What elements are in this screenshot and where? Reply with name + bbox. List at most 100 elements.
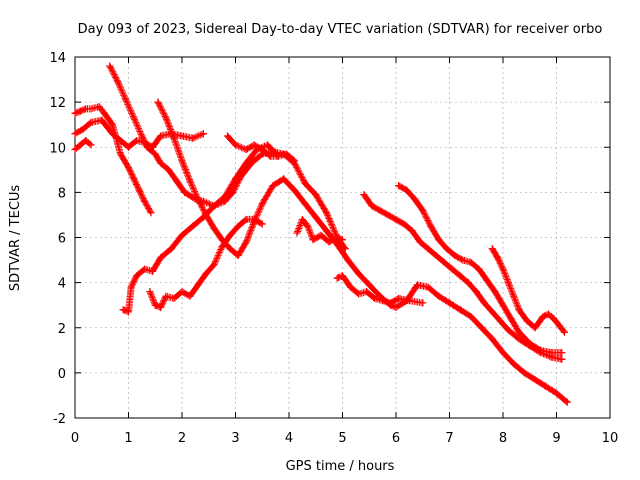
- data-point: [355, 290, 363, 298]
- data-point: [125, 308, 132, 316]
- data-point: [475, 265, 483, 273]
- data-point: [258, 200, 266, 208]
- data-point: [403, 186, 411, 194]
- data-point: [76, 107, 84, 115]
- y-tick-label: 14: [49, 51, 66, 66]
- data-point: [157, 132, 165, 140]
- data-point: [456, 306, 464, 314]
- data-point: [266, 152, 274, 160]
- data-point: [507, 315, 515, 323]
- data-point: [339, 272, 346, 280]
- data-point: [510, 292, 518, 300]
- data-point: [141, 265, 149, 273]
- data-point: [325, 238, 333, 246]
- series-8: [223, 132, 298, 165]
- data-point: [125, 164, 132, 172]
- data-point: [544, 310, 552, 318]
- series-13: [488, 245, 569, 336]
- data-point: [79, 125, 87, 133]
- data-point: [194, 281, 202, 289]
- data-point: [87, 118, 95, 126]
- data-point: [395, 294, 403, 302]
- data-point: [416, 238, 424, 246]
- data-point: [376, 206, 384, 214]
- y-tick-label: 10: [49, 141, 66, 156]
- data-point: [282, 150, 290, 158]
- data-point: [189, 134, 197, 142]
- data-point: [333, 240, 341, 248]
- data-point: [435, 236, 443, 244]
- data-point: [451, 252, 459, 260]
- data-point: [135, 186, 143, 194]
- data-point: [218, 243, 226, 251]
- data-point: [392, 303, 400, 311]
- data-point: [298, 215, 306, 223]
- y-tick-label: 12: [49, 96, 66, 111]
- data-point: [550, 315, 558, 323]
- series-3: [71, 116, 207, 151]
- x-tick-label: 3: [231, 431, 239, 446]
- data-points: [71, 62, 571, 406]
- data-point: [141, 139, 149, 147]
- data-point: [363, 288, 371, 296]
- data-point: [480, 299, 488, 307]
- data-point: [419, 299, 427, 307]
- data-point: [181, 188, 189, 196]
- data-point: [82, 136, 90, 144]
- data-point: [170, 294, 178, 302]
- data-point: [210, 202, 218, 210]
- y-tick-label: 6: [58, 232, 66, 247]
- data-point: [464, 279, 472, 287]
- data-point: [125, 143, 132, 151]
- series-7: [146, 215, 266, 311]
- data-point: [151, 301, 159, 309]
- data-point: [504, 279, 512, 287]
- data-point: [413, 281, 421, 289]
- data-point: [504, 326, 512, 334]
- x-tick-label: 5: [338, 431, 346, 446]
- data-point: [178, 132, 186, 140]
- data-point: [467, 312, 475, 320]
- data-point: [114, 78, 122, 86]
- data-point: [536, 346, 544, 354]
- data-point: [210, 261, 218, 269]
- data-point: [459, 256, 467, 264]
- data-point: [210, 224, 218, 232]
- x-tick-label: 6: [392, 431, 400, 446]
- data-point: [258, 146, 266, 154]
- data-point: [531, 324, 539, 332]
- data-point: [98, 116, 106, 124]
- data-point: [138, 132, 146, 140]
- data-point: [199, 130, 207, 138]
- data-point: [133, 136, 141, 144]
- x-tick-label: 1: [124, 431, 132, 446]
- data-point: [293, 229, 301, 237]
- x-tick-label: 9: [552, 431, 560, 446]
- data-point: [87, 141, 95, 149]
- data-point: [290, 157, 298, 165]
- data-point: [234, 252, 242, 260]
- data-point: [448, 265, 456, 273]
- data-point: [250, 215, 258, 223]
- data-point: [515, 306, 523, 314]
- data-point: [173, 177, 181, 185]
- data-point: [488, 245, 496, 253]
- x-tick-label: 8: [499, 431, 507, 446]
- data-point: [322, 209, 330, 217]
- data-point: [269, 182, 277, 190]
- data-point: [446, 299, 453, 307]
- data-point: [494, 254, 502, 262]
- data-point: [274, 152, 282, 160]
- data-point: [178, 157, 186, 165]
- data-point: [309, 236, 317, 244]
- data-point: [162, 292, 170, 300]
- data-point: [344, 256, 352, 264]
- data-point: [301, 200, 309, 208]
- data-point: [146, 288, 154, 296]
- data-point: [149, 267, 157, 275]
- x-tick-label: 2: [178, 431, 186, 446]
- series-9: [293, 215, 346, 246]
- data-point: [242, 238, 250, 246]
- data-point: [553, 389, 560, 397]
- data-point: [250, 141, 258, 149]
